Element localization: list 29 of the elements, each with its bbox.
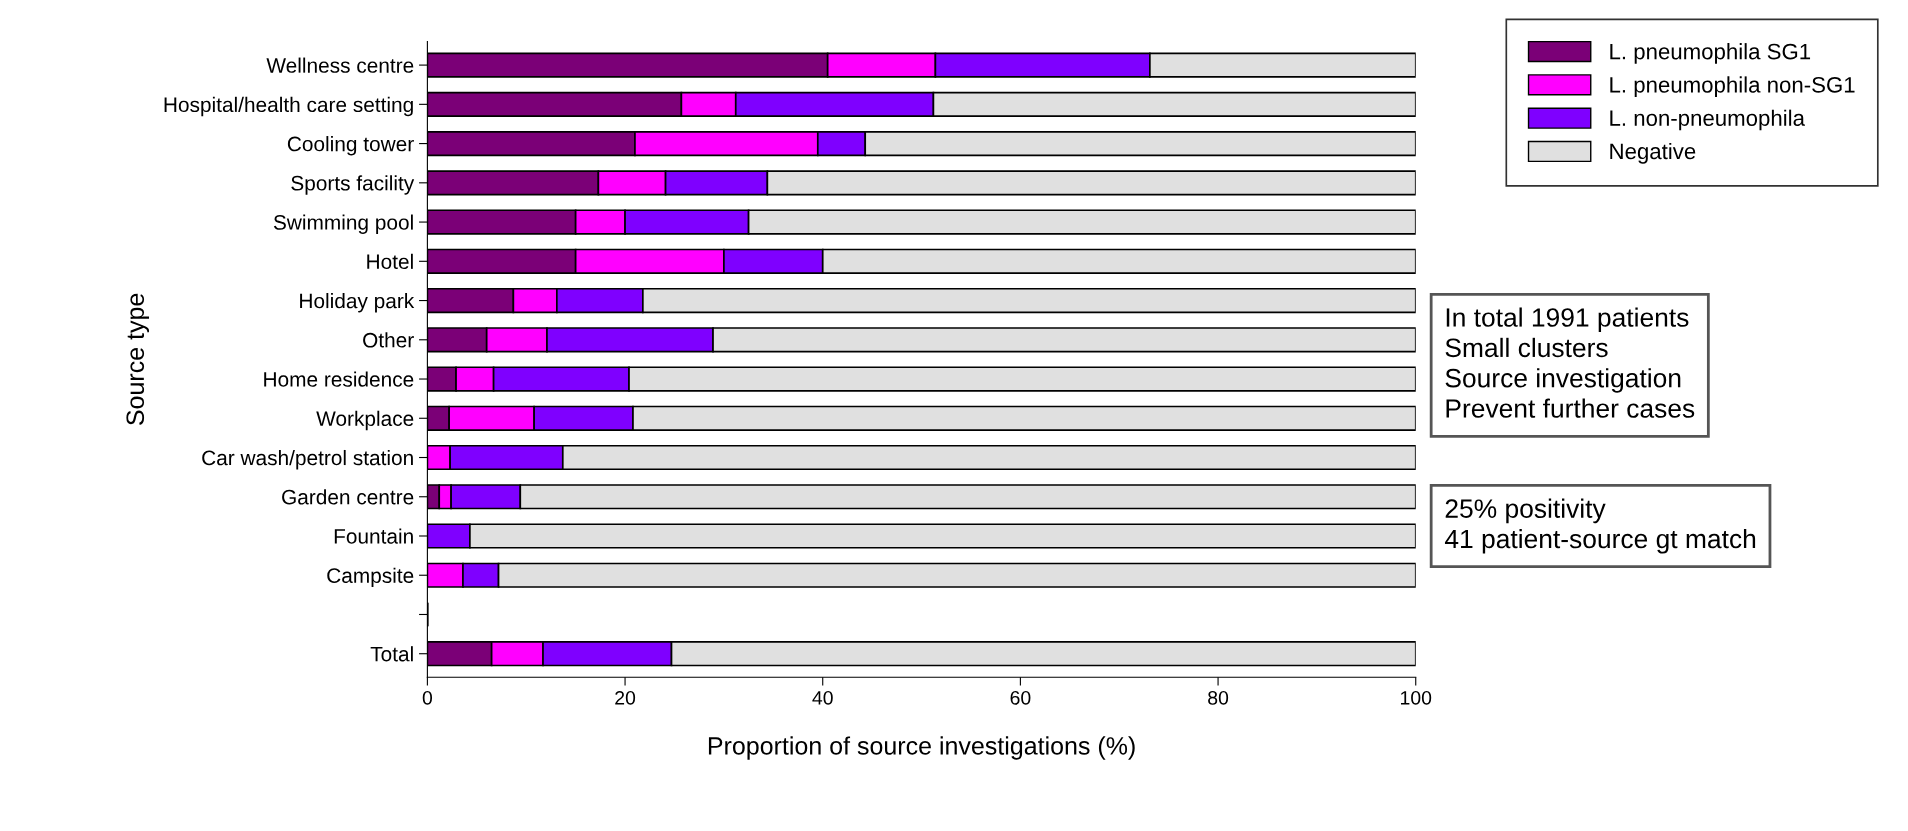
x-axis-title: Proportion of source investigations (%) (708, 736, 1135, 760)
x-tick-label: 80 (1208, 690, 1229, 705)
y-tick-label: Hospital/health care setting (164, 96, 413, 117)
x-tick-label: 60 (1010, 690, 1031, 705)
y-tick-label: Swimming pool (273, 214, 413, 234)
y-tick-label: Fountain (334, 528, 413, 544)
y-tick-label: Campsite (327, 567, 414, 588)
y-tick-label: Garden centre (282, 489, 414, 505)
x-tick-label: 40 (812, 690, 833, 705)
text: 25% positivity 41 patient-source gt match (1444, 498, 1756, 554)
y-tick-label: Cooling tower (287, 136, 414, 156)
y-tick-label: Car wash/petrol station (202, 449, 413, 470)
y-tick-label: Sports facility (291, 175, 415, 195)
y-tick-label: Workplace (316, 410, 414, 431)
y-tick-label: Home residence (264, 371, 414, 387)
x-tick-label: 0 (422, 690, 433, 705)
legend-label: L. non-pneumophila (1610, 109, 1805, 131)
legend-label: L. pneumophila SG1 (1610, 43, 1811, 64)
y-tick-label: Hotel (367, 253, 413, 270)
y-axis-title: Source type (126, 293, 150, 425)
x-tick-label: 20 (615, 690, 636, 705)
y-tick-label: Holiday park (300, 293, 415, 313)
legend-label: Negative (1610, 142, 1696, 164)
x-tick-label: 100 (1401, 690, 1432, 705)
y-tick-label: Wellness centre (266, 57, 414, 73)
y-tick-label: Total (370, 646, 413, 662)
text: In total 1991 patients Small clusters Source investigation Prevent further cases (1445, 307, 1695, 418)
legend-label: L. pneumophila non-SG1 (1610, 76, 1855, 98)
y-tick-label: Other (363, 332, 414, 348)
